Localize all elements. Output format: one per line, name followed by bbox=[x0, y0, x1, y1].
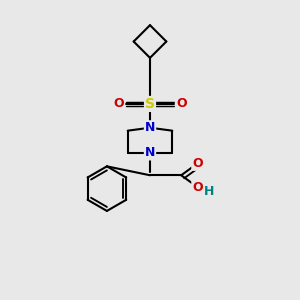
Text: N: N bbox=[145, 121, 155, 134]
Text: N: N bbox=[145, 146, 155, 160]
Text: O: O bbox=[176, 98, 187, 110]
Text: O: O bbox=[113, 98, 124, 110]
Text: O: O bbox=[192, 181, 203, 194]
Text: H: H bbox=[204, 185, 214, 198]
Text: S: S bbox=[145, 97, 155, 111]
Text: O: O bbox=[192, 157, 203, 170]
